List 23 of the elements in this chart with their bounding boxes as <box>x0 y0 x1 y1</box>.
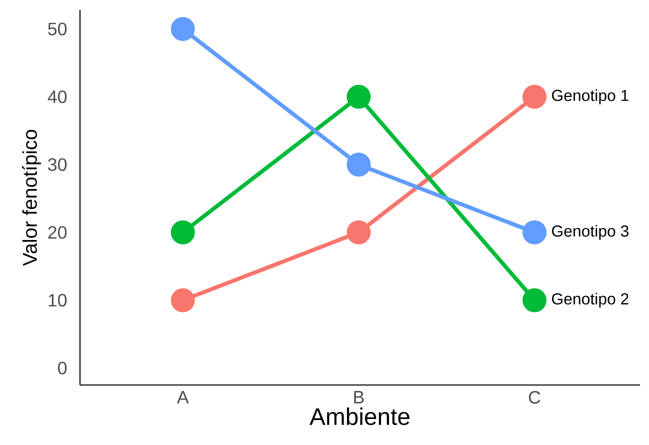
point <box>522 288 547 312</box>
point <box>170 220 195 244</box>
y-tick-label: 0 <box>58 362 67 374</box>
y-tick-label: 30 <box>48 158 67 171</box>
y-tick-label: 10 <box>48 294 67 307</box>
series-label: Genotipo 3 <box>552 225 628 240</box>
x-tick-label: A <box>176 391 189 404</box>
y-tick-label: 20 <box>48 226 67 239</box>
point <box>170 16 195 41</box>
point <box>346 84 371 109</box>
series-label: Genotipo 2 <box>552 292 628 308</box>
point <box>346 220 371 244</box>
point <box>346 152 371 177</box>
series-label: Genotipo 1 <box>552 89 628 104</box>
y-tick-label: 40 <box>48 90 67 104</box>
point <box>522 84 547 109</box>
y-axis-title: Valor fenotípico <box>22 130 41 266</box>
point <box>170 288 195 312</box>
x-axis-title: Ambiente <box>310 408 410 426</box>
x-tick-label: C <box>528 391 540 404</box>
x-tick-label: B <box>354 391 364 404</box>
y-tick-label: 50 <box>48 22 67 36</box>
point <box>522 220 547 244</box>
